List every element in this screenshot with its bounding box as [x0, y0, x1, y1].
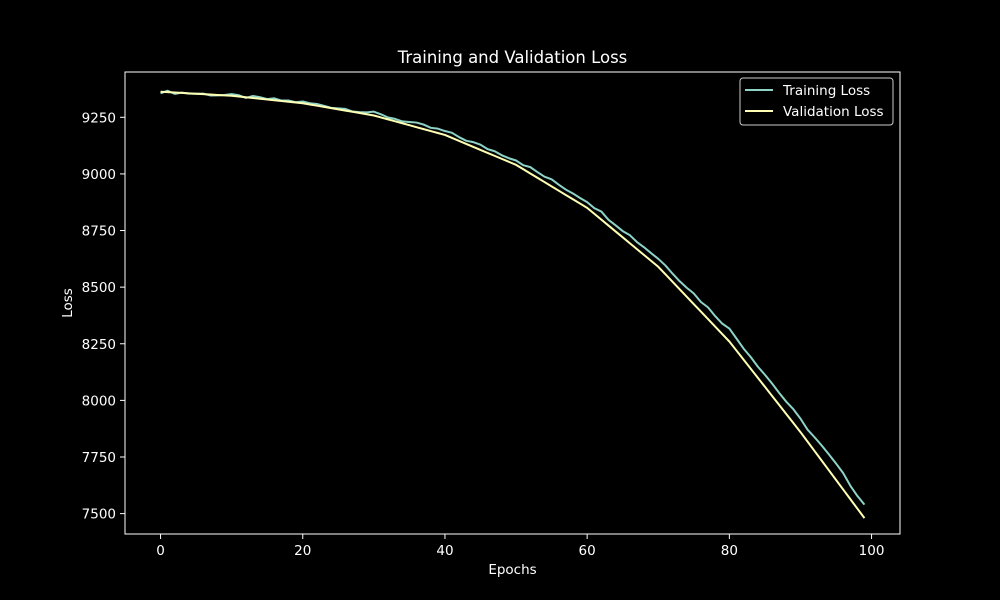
x-tick-label: 80 — [721, 543, 738, 559]
x-tick-label: 60 — [579, 543, 596, 559]
y-tick-label: 8750 — [82, 224, 116, 240]
series-line-validation — [160, 90, 866, 519]
y-tick-label: 8250 — [82, 337, 116, 353]
x-axis-label: Epochs — [488, 562, 536, 578]
legend: Training Loss Validation Loss — [739, 77, 894, 126]
y-tick-label: 8500 — [82, 280, 116, 296]
x-tick-label: 20 — [294, 543, 311, 559]
y-axis-label: Loss — [60, 288, 76, 318]
x-tick-label: 100 — [859, 543, 885, 559]
legend-label-validation: Validation Loss — [783, 104, 884, 120]
x-tick-label: 0 — [156, 543, 165, 559]
y-tick-label: 9000 — [82, 167, 116, 183]
legend-label-training: Training Loss — [782, 83, 870, 99]
legend-box — [739, 77, 894, 126]
y-tick-label: 9250 — [82, 110, 116, 126]
chart-title: Training and Validation Loss — [397, 48, 628, 67]
series-line-training — [160, 89, 866, 506]
y-tick-label: 7500 — [82, 507, 116, 523]
y-tick-label: 8000 — [82, 393, 116, 409]
plot-area: 0 20 40 60 80 100 7500 7750 8000 8250 8500 8750 9000… — [82, 71, 901, 559]
x-tick-label: 40 — [436, 543, 453, 559]
y-tick-label: 7750 — [82, 450, 116, 466]
plot-frame — [124, 71, 901, 535]
